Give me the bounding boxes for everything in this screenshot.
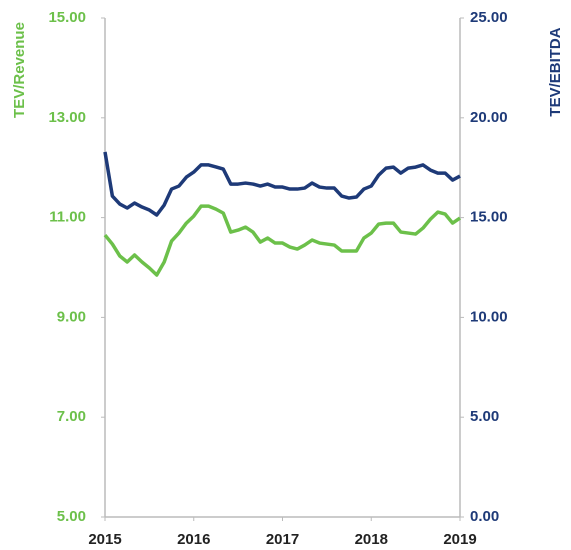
x-tick-label: 2019 <box>443 531 476 548</box>
y2-axis-title: TEV/EBITDA <box>547 27 564 116</box>
y-tick-label: 7.00 <box>57 408 86 425</box>
y-tick-label: 5.00 <box>57 508 86 525</box>
x-tick-label: 2018 <box>355 531 388 548</box>
y2-tick-label: 15.00 <box>470 209 508 226</box>
x-tick-label: 2017 <box>266 531 299 548</box>
series-line <box>103 151 461 217</box>
y-tick-label: 11.00 <box>49 209 86 226</box>
y-tick-label: 13.00 <box>48 109 86 126</box>
x-tick-label: 2015 <box>88 531 121 548</box>
y2-tick-label: 10.00 <box>470 308 508 325</box>
x-tick-label: 2016 <box>177 531 210 548</box>
series-line <box>103 204 461 277</box>
y2-tick-label: 25.00 <box>470 9 508 26</box>
y2-tick-label: 20.00 <box>470 109 508 126</box>
y-axis-title: TEV/Revenue <box>11 22 28 118</box>
y2-tick-label: 0.00 <box>470 508 499 525</box>
y-tick-label: 9.00 <box>57 308 86 325</box>
y-tick-label: 15.00 <box>48 9 86 26</box>
y2-tick-label: 5.00 <box>470 408 499 425</box>
